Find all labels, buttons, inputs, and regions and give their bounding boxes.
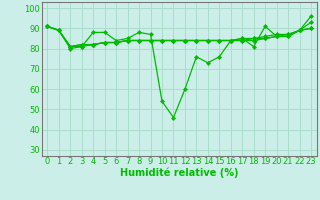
X-axis label: Humidité relative (%): Humidité relative (%) — [120, 168, 238, 178]
